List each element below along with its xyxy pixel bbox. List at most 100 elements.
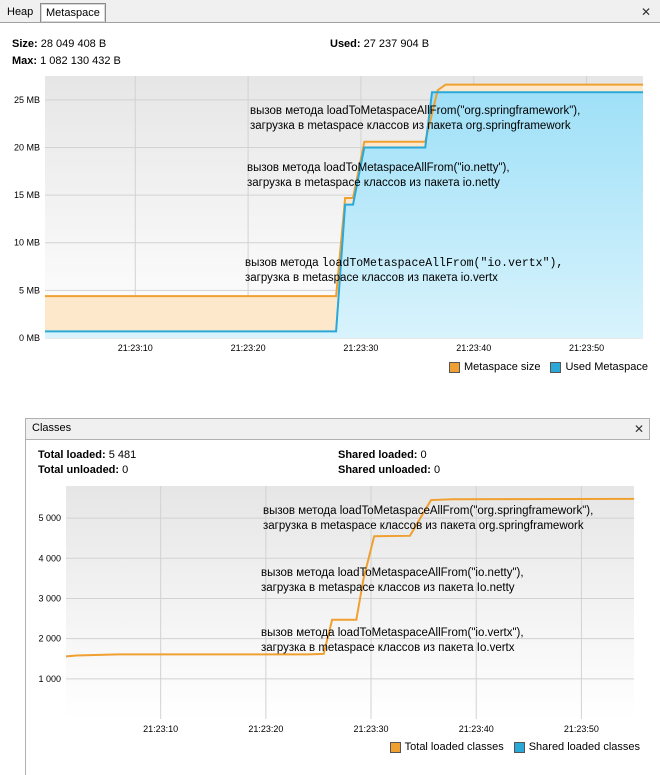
chart-annotation: вызов метода loadToMetaspaceAllFrom("io.… [245,257,563,284]
x-tick-label: 21:23:20 [248,724,283,734]
shared-loaded-value: 0 [420,449,427,461]
y-tick-label: 0 MB [19,333,40,343]
y-tick-label: 25 MB [14,95,40,105]
shared-unloaded-label: Shared unloaded: [338,464,431,476]
annotation-line-2: загрузка в metaspace классов из пакета I… [261,582,515,594]
chart-annotation: вызов метода loadToMetaspaceAllFrom("org… [263,505,593,532]
y-tick-label: 15 MB [14,190,40,200]
annotation-line-1: вызов метода loadToMetaspaceAllFrom("org… [250,105,580,117]
x-tick-label: 21:23:50 [564,724,599,734]
annotation-code: loadToMetaspaceAllFrom("org.springframew… [327,105,581,117]
annotation-code: loadToMetaspaceAllFrom("org.springframew… [340,505,594,517]
metaspace-size-label: Size: [12,38,38,50]
series-line-total-loaded-classes [65,497,635,658]
annotation-prefix: вызов метода [250,105,327,117]
series-line-used-metaspace [45,91,643,333]
legend-item-used-metaspace: Used Metaspace [550,361,648,373]
annotation-prefix: вызов метода [247,162,324,174]
tab-bar: Heap Metaspace ✕ [0,0,660,23]
tab-metaspace[interactable]: Metaspace [40,3,106,22]
shared-loaded-stat: Shared loaded: 0 [338,449,427,461]
classes-chart: 1 000 2 000 3 000 4 000 5 000 21:23:10 21:23:… [26,480,660,740]
x-tick-label: 21:23:10 [143,724,178,734]
classes-title: Classes [32,422,72,434]
classes-header: Classes ✕ [25,418,650,440]
annotation-code: loadToMetaspaceAllFrom("io.netty"), [324,162,510,174]
tab-heap[interactable]: Heap [7,6,34,18]
metaspace-size-stat: Size: 28 049 408 B [12,38,106,50]
chart-annotation: вызов метода loadToMetaspaceAllFrom("io.… [261,567,524,594]
metaspace-max-stat: Max: 1 082 130 432 B [12,55,121,67]
annotation-line-2: загрузка в metaspace классов из пакета o… [250,120,571,132]
y-tick-label: 4 000 [38,553,61,563]
metaspace-legend: Metaspace size Used Metaspace [439,361,648,373]
y-tick-label: 5 000 [38,513,61,523]
metaspace-chart: 0 MB 5 MB 10 MB 15 MB 20 MB 25 MB 21:23:10 21:… [0,70,660,360]
legend-swatch-used-metaspace [550,361,562,373]
annotation-prefix: вызов метода [245,257,322,269]
annotation-code: loadToMetaspaceAllFrom("io.netty"), [338,567,524,579]
chart-annotation: вызов метода loadToMetaspaceAllFrom("org… [250,105,580,132]
total-loaded-stat: Total loaded: 5 481 [38,449,136,461]
metaspace-used-label: Used: [330,38,361,50]
legend-item-metaspace-size: Metaspace size [449,361,540,373]
annotation-line-2: загрузка в metaspace классов из пакета i… [247,177,500,189]
x-tick-label: 21:23:10 [118,343,153,353]
total-loaded-value: 5 481 [108,449,137,461]
annotation-line-2: загрузка в metaspace классов из пакета I… [261,642,515,654]
legend-label-total-loaded: Total loaded classes [404,741,504,753]
annotation-prefix: вызов метода [261,627,338,639]
metaspace-used-value: 27 237 904 B [363,38,430,50]
annotation-line-1: вызов метода loadToMetaspaceAllFrom("io.… [247,162,510,174]
legend-item-total-loaded: Total loaded classes [389,741,504,753]
classes-close-icon[interactable]: ✕ [633,422,644,436]
annotation-line-2: загрузка в metaspace классов из пакета i… [245,272,498,284]
annotation-line-2: загрузка в metaspace классов из пакета o… [263,520,584,532]
annotation-line-1: вызов метода loadToMetaspaceAllFrom("io.… [261,567,524,579]
x-tick-label: 21:23:40 [456,343,491,353]
total-unloaded-label: Total unloaded: [38,464,120,476]
metaspace-size-value: 28 049 408 B [40,38,107,50]
x-tick-label: 21:23:30 [343,343,378,353]
annotation-line-1: вызов метода loadToMetaspaceAllFrom("io.… [261,627,524,639]
y-tick-label: 20 MB [14,142,40,152]
metaspace-used-stat: Used: 27 237 904 B [330,38,429,50]
legend-swatch-total-loaded [389,741,401,753]
legend-label-shared-loaded: Shared loaded classes [528,741,640,753]
annotation-code: loadToMetaspaceAllFrom("io.vertx"), [338,627,524,639]
classes-panel-border [25,438,26,775]
annotation-line-1: вызов метода loadToMetaspaceAllFrom("io.… [245,257,563,270]
metaspace-max-value: 1 082 130 432 B [40,55,121,67]
series-line-metaspace-size [45,83,643,298]
y-tick-label: 3 000 [38,593,61,603]
y-tick-label: 5 MB [19,285,40,295]
classes-chart-svg: 1 000 2 000 3 000 4 000 5 000 21:23:10 21:23:… [38,486,635,734]
y-tick-label: 10 MB [14,238,40,248]
metaspace-chart-svg: 0 MB 5 MB 10 MB 15 MB 20 MB 25 MB 21:23:10 21:… [14,76,643,353]
y-tick-label: 1 000 [38,674,61,684]
x-tick-label: 21:23:20 [231,343,266,353]
annotation-line-1: вызов метода loadToMetaspaceAllFrom("org… [263,505,593,517]
x-tick-label: 21:23:40 [459,724,494,734]
annotation-code: loadToMetaspaceAllFrom("io.vertx"), [322,257,564,270]
area-used-metaspace [45,92,643,338]
legend-swatch-shared-loaded [513,741,525,753]
total-unloaded-stat: Total unloaded: 0 [38,464,128,476]
classes-legend: Total loaded classes Shared loaded class… [380,741,640,753]
x-tick-label: 21:23:30 [354,724,389,734]
legend-item-shared-loaded: Shared loaded classes [513,741,640,753]
annotation-prefix: вызов метода [261,567,338,579]
total-unloaded-value: 0 [122,464,129,476]
legend-label-metaspace-size: Metaspace size [464,361,541,373]
shared-loaded-label: Shared loaded: [338,449,418,461]
close-icon[interactable]: ✕ [641,5,652,19]
annotation-prefix: вызов метода [263,505,340,517]
chart-annotation: вызов метода loadToMetaspaceAllFrom("io.… [261,627,524,654]
x-tick-label: 21:23:50 [569,343,604,353]
chart-annotation: вызов метода loadToMetaspaceAllFrom("io.… [247,162,510,189]
total-loaded-label: Total loaded: [38,449,106,461]
legend-label-used-metaspace: Used Metaspace [565,361,648,373]
metaspace-max-label: Max: [12,55,38,67]
shared-unloaded-value: 0 [433,464,441,476]
y-tick-label: 2 000 [38,634,61,644]
